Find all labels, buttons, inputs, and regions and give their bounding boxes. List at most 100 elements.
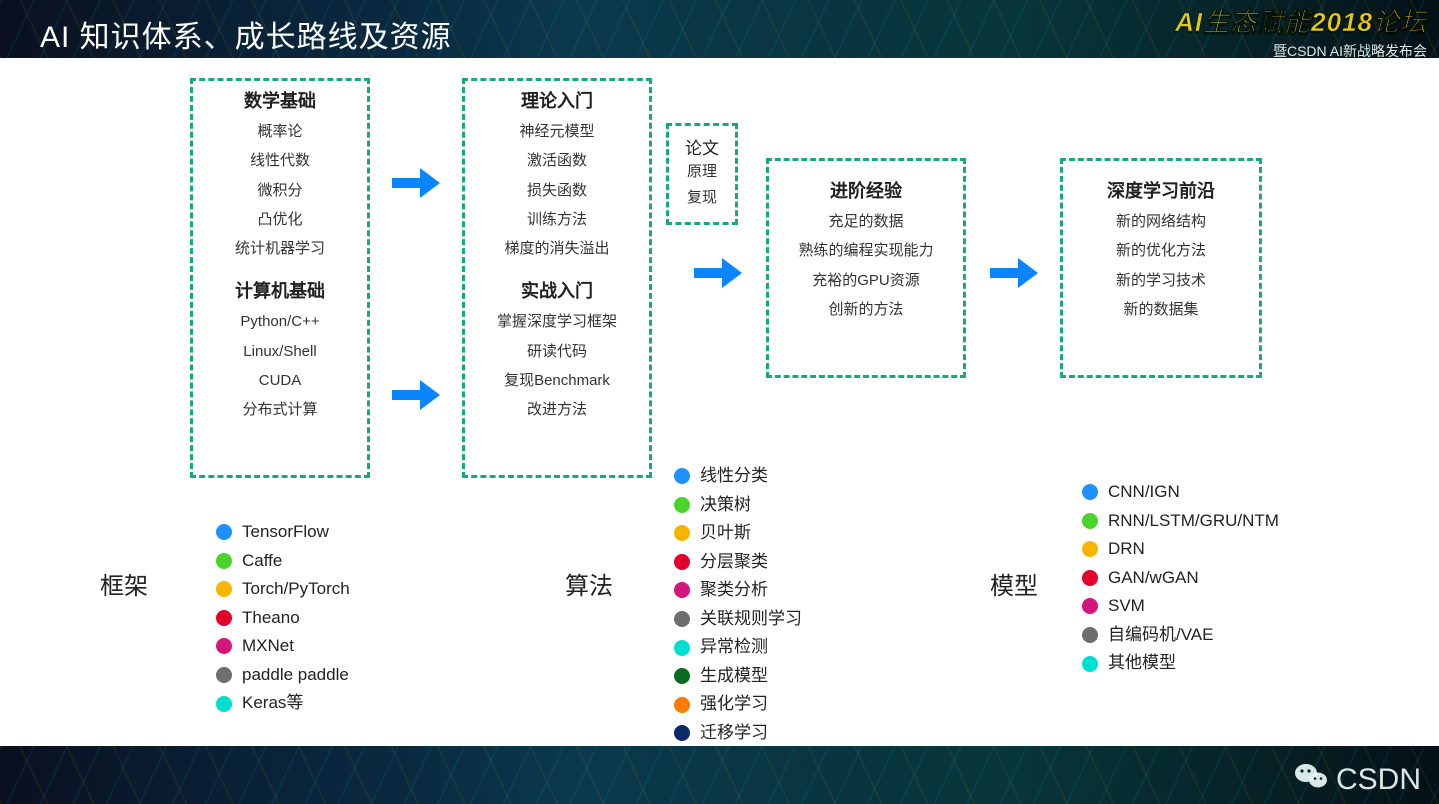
- legend-dot: [216, 610, 232, 626]
- model-row: CNN/IGN: [1082, 478, 1279, 507]
- legend-label: Caffe: [242, 547, 282, 576]
- legend-framework: TensorFlowCaffeTorch/PyTorchTheanoMXNetp…: [216, 518, 350, 718]
- arrow-icon: [392, 378, 440, 412]
- model-row: DRN: [1082, 535, 1279, 564]
- legend-label: MXNet: [242, 632, 294, 661]
- arrow-icon: [990, 256, 1038, 290]
- algorithm-row: 分层聚类: [674, 548, 802, 577]
- arrow-icon: [694, 256, 742, 290]
- event-logo-area: AI生态赋能2018论坛 暨CSDN AI新战略发布会: [1175, 2, 1427, 58]
- theory-item: 神经元模型: [465, 117, 649, 146]
- legend-dot: [216, 696, 232, 712]
- advance-item: 充裕的GPU资源: [775, 266, 957, 295]
- legend-dot: [216, 524, 232, 540]
- math-item: 统计机器学习: [193, 234, 367, 263]
- category-label-algorithm: 算法: [565, 566, 613, 601]
- legend-algorithm: 线性分类决策树贝叶斯分层聚类聚类分析关联规则学习异常检测生成模型强化学习迁移学习…: [674, 462, 802, 776]
- algorithm-row: 贝叶斯: [674, 519, 802, 548]
- legend-dot: [674, 640, 690, 656]
- advance-item: 熟练的编程实现能力: [775, 236, 957, 265]
- model-row: 其他模型: [1082, 649, 1279, 678]
- legend-dot: [1082, 598, 1098, 614]
- diagram-canvas: 数学基础 概率论线性代数微积分凸优化统计机器学习 计算机基础 Python/C+…: [0, 58, 1439, 746]
- framework-row: Theano: [216, 604, 350, 633]
- framework-row: Keras等: [216, 689, 350, 718]
- algorithm-row: 异常检测: [674, 633, 802, 662]
- wechat-icon: [1294, 761, 1328, 798]
- model-row: SVM: [1082, 592, 1279, 621]
- legend-dot: [216, 667, 232, 683]
- practice-item: 改进方法: [465, 395, 649, 424]
- algorithm-row: 决策树: [674, 491, 802, 520]
- theory-item: 损失函数: [465, 176, 649, 205]
- arrow-icon: [392, 166, 440, 200]
- box-advance: 进阶经验 充足的数据熟练的编程实现能力充裕的GPU资源创新的方法: [766, 158, 966, 378]
- legend-label: Theano: [242, 604, 300, 633]
- header-band: AI 知识体系、成长路线及资源 AI生态赋能2018论坛 暨CSDN AI新战略…: [0, 0, 1439, 58]
- legend-dot: [674, 611, 690, 627]
- box-frontier: 深度学习前沿 新的网络结构新的优化方法新的学习技术新的数据集: [1060, 158, 1262, 378]
- frontier-item: 新的数据集: [1069, 295, 1253, 324]
- advance-item: 创新的方法: [775, 295, 957, 324]
- framework-row: TensorFlow: [216, 518, 350, 547]
- model-row: GAN/wGAN: [1082, 564, 1279, 593]
- event-logo: AI生态赋能2018论坛: [1175, 2, 1427, 39]
- framework-row: MXNet: [216, 632, 350, 661]
- legend-model: CNN/IGNRNN/LSTM/GRU/NTMDRNGAN/wGANSVM自编码…: [1082, 478, 1279, 678]
- legend-dot: [1082, 570, 1098, 586]
- legend-label: Torch/PyTorch: [242, 575, 350, 604]
- practice-item: 研读代码: [465, 337, 649, 366]
- legend-label: 贝叶斯: [700, 519, 751, 548]
- legend-dot: [674, 668, 690, 684]
- legend-label: 线性分类: [700, 462, 768, 491]
- cs-item: 分布式计算: [193, 395, 367, 424]
- theory-item: 梯度的消失溢出: [465, 234, 649, 263]
- legend-dot: [674, 525, 690, 541]
- page-title: AI 知识体系、成长路线及资源: [40, 12, 452, 56]
- framework-row: Torch/PyTorch: [216, 575, 350, 604]
- box-practice-title: 实战入门: [465, 277, 649, 303]
- algorithm-row: 关联规则学习: [674, 605, 802, 634]
- legend-dot: [674, 468, 690, 484]
- legend-label: 生成模型: [700, 662, 768, 691]
- theory-item: 训练方法: [465, 205, 649, 234]
- frontier-item: 新的网络结构: [1069, 207, 1253, 236]
- watermark-text: CSDN: [1336, 763, 1421, 797]
- footer-band: CSDN: [0, 746, 1439, 804]
- legend-dot: [216, 553, 232, 569]
- legend-dot: [216, 638, 232, 654]
- cs-item: Python/C++: [193, 307, 367, 336]
- model-row: 自编码机/VAE: [1082, 621, 1279, 650]
- paper-title: 论文: [683, 134, 721, 159]
- box-paper: 论文 原理复现: [666, 123, 738, 225]
- framework-row: paddle paddle: [216, 661, 350, 690]
- legend-label: paddle paddle: [242, 661, 349, 690]
- box-foundations: 数学基础 概率论线性代数微积分凸优化统计机器学习 计算机基础 Python/C+…: [190, 78, 370, 478]
- math-item: 微积分: [193, 176, 367, 205]
- legend-label: 自编码机/VAE: [1108, 621, 1213, 650]
- legend-label: 分层聚类: [700, 548, 768, 577]
- legend-label: DRN: [1108, 535, 1145, 564]
- algorithm-row: 生成模型: [674, 662, 802, 691]
- math-item: 凸优化: [193, 205, 367, 234]
- legend-dot: [674, 554, 690, 570]
- theory-item: 激活函数: [465, 146, 649, 175]
- legend-dot: [674, 582, 690, 598]
- legend-dot: [1082, 541, 1098, 557]
- legend-label: 决策树: [700, 491, 751, 520]
- legend-label: 强化学习: [700, 690, 768, 719]
- legend-label: 异常检测: [700, 633, 768, 662]
- legend-dot: [1082, 656, 1098, 672]
- advance-item: 充足的数据: [775, 207, 957, 236]
- practice-item: 复现Benchmark: [465, 366, 649, 395]
- algorithm-row: 聚类分析: [674, 576, 802, 605]
- legend-dot: [216, 581, 232, 597]
- legend-label: RNN/LSTM/GRU/NTM: [1108, 507, 1279, 536]
- algorithm-row: 迁移学习: [674, 719, 802, 748]
- legend-dot: [1082, 484, 1098, 500]
- framework-row: Caffe: [216, 547, 350, 576]
- frontier-title: 深度学习前沿: [1069, 177, 1253, 203]
- legend-label: 关联规则学习: [700, 605, 802, 634]
- box-cs-title: 计算机基础: [193, 277, 367, 303]
- legend-label: 聚类分析: [700, 576, 768, 605]
